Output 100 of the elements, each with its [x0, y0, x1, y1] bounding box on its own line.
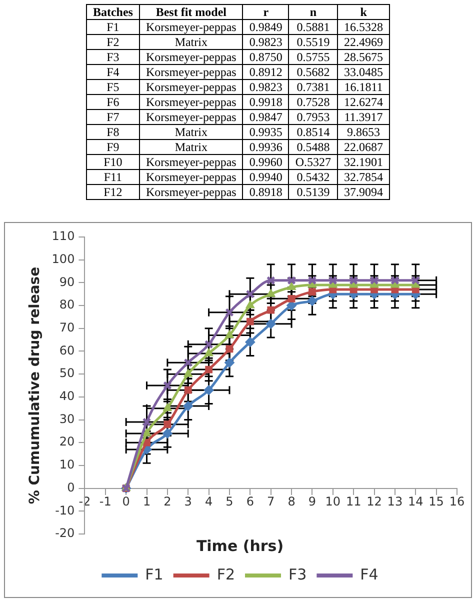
legend-label: F2: [216, 565, 235, 584]
x-tick-label: -1: [99, 494, 112, 509]
text: 0.8514: [296, 125, 330, 139]
point: [184, 358, 193, 368]
point: [246, 300, 255, 308]
text: Matrix: [174, 125, 208, 139]
point: [183, 401, 194, 412]
point: [266, 276, 276, 285]
y-tick-label: 70: [59, 320, 75, 335]
text: F8: [106, 125, 120, 139]
point: [349, 276, 358, 285]
legend-label: F4: [360, 565, 378, 584]
text: 0.8918: [249, 185, 282, 199]
point: [390, 276, 400, 285]
y-tick-label: 90: [59, 274, 75, 289]
text: Korsmeyer-peppas: [146, 155, 236, 169]
y-tick-label: 20: [59, 434, 75, 449]
text: 0.9936: [249, 140, 282, 154]
point: [225, 308, 234, 317]
point: [266, 318, 276, 329]
text: Korsmeyer-peppas: [146, 185, 236, 199]
text: Korsmeyer-peppas: [146, 50, 236, 64]
x-tick-label: 8: [288, 494, 296, 509]
point: [411, 276, 420, 285]
text: 0.5432: [296, 170, 330, 184]
x-tick-label: 14: [408, 494, 424, 509]
point: [266, 289, 276, 297]
point: [245, 337, 256, 348]
text: Korsmeyer-peppas: [146, 95, 236, 109]
text: 0.9847: [249, 110, 282, 124]
text: F1: [106, 20, 120, 34]
x-tick-label: 0: [122, 494, 130, 509]
point: [287, 276, 296, 285]
point: [204, 348, 214, 356]
text: 9.8653: [347, 125, 380, 139]
point: [225, 330, 234, 338]
text: F2: [106, 35, 120, 49]
y-tick-label: 50: [59, 366, 75, 380]
y-tick-label: 100: [52, 252, 75, 266]
text: Korsmeyer-peppas: [146, 20, 236, 34]
point: [328, 276, 338, 285]
point: [142, 418, 152, 426]
x-tick-label: 2: [164, 494, 172, 509]
point: [142, 428, 152, 436]
point: [164, 420, 172, 428]
point: [204, 340, 214, 349]
point: [226, 345, 234, 353]
text: 0.9823: [249, 80, 282, 94]
category-label: Batches: [86, 4, 140, 20]
text: F3: [106, 50, 120, 64]
text: 0.5139: [296, 185, 330, 199]
x-tick-label: 11: [346, 494, 362, 509]
text: F4: [106, 65, 120, 79]
category-label: k: [338, 4, 390, 20]
point: [308, 276, 317, 285]
text: F9: [106, 140, 120, 154]
point: [204, 385, 214, 396]
text: 0.9935: [249, 125, 282, 139]
y-tick-label: 10: [59, 458, 75, 472]
text: 0.9960: [249, 155, 282, 169]
x-tick-label: 1: [142, 494, 151, 509]
text: 0.5488: [296, 140, 330, 154]
text: 0.5881: [296, 20, 330, 34]
x-tick-label: 10: [325, 494, 341, 509]
y-tick-label: 60: [59, 343, 75, 358]
point: [143, 438, 150, 446]
x-tick-label: 7: [267, 494, 275, 509]
point: [288, 295, 296, 302]
x-tick-label: 15: [428, 494, 444, 509]
text: 0.5519: [296, 35, 330, 49]
y-tick-label: -20: [55, 526, 75, 540]
point: [286, 300, 297, 311]
text: Korsmeyer-peppas: [146, 80, 236, 94]
text: 16.5328: [344, 20, 384, 34]
text: 0.7528: [296, 95, 330, 109]
text: 0.9918: [249, 95, 282, 109]
text: Matrix: [174, 35, 208, 49]
text: F10: [104, 155, 122, 169]
x-tick-label: 16: [449, 494, 465, 509]
text: Matrix: [174, 140, 208, 154]
point: [287, 282, 296, 290]
text: 37.9094: [344, 185, 384, 199]
legend-label: F3: [288, 565, 307, 584]
text: 0.5755: [296, 50, 330, 64]
text: 22.0687: [344, 140, 384, 154]
text: 0.8912: [249, 65, 282, 79]
text: 0.9849: [249, 20, 282, 34]
x-tick-label: 4: [204, 494, 213, 509]
legend-label: F1: [145, 565, 164, 584]
point: [246, 318, 254, 326]
y-tick-label: 0: [67, 480, 75, 494]
y-tick-label: 110: [52, 229, 75, 244]
point: [224, 358, 234, 368]
text: 0.9823: [249, 35, 282, 49]
text: F7: [106, 110, 120, 124]
point: [267, 306, 275, 314]
text: Korsmeyer-peppas: [146, 65, 236, 79]
text: 32.7854: [344, 170, 384, 184]
category-label: r: [242, 4, 289, 20]
text: 0.7953: [296, 110, 330, 124]
